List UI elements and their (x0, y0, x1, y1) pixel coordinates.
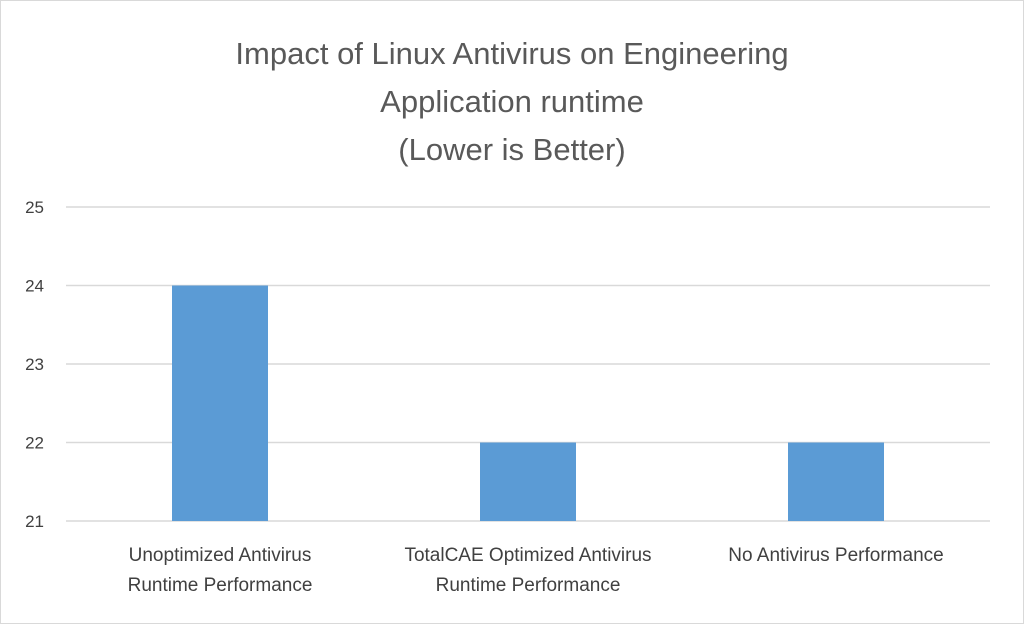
bar (788, 442, 884, 521)
chart-title-line-1: Impact of Linux Antivirus on Engineering (235, 36, 789, 71)
chart-title-line-2: Application runtime (380, 84, 644, 119)
x-category-label: Runtime Performance (128, 575, 313, 596)
x-axis-labels: Unoptimized Antivirus Runtime Performance… (128, 545, 944, 596)
bar (480, 442, 576, 521)
y-tick-label: 22 (25, 434, 44, 453)
y-tick-label: 25 (25, 198, 44, 217)
bars (172, 285, 884, 521)
chart-title: Impact of Linux Antivirus on Engineering… (0, 30, 1024, 174)
x-category-label: Runtime Performance (436, 575, 621, 596)
y-tick-label: 23 (25, 355, 44, 374)
y-axis-ticks: 21 22 23 24 25 (25, 198, 44, 531)
x-category-label: TotalCAE Optimized Antivirus (404, 545, 651, 566)
chart-title-line-3: (Lower is Better) (398, 132, 626, 167)
y-tick-label: 24 (25, 277, 44, 296)
bar (172, 285, 268, 521)
x-category-label: No Antivirus Performance (728, 545, 943, 566)
x-category-label: Unoptimized Antivirus (129, 545, 312, 566)
y-tick-label: 21 (25, 512, 44, 531)
